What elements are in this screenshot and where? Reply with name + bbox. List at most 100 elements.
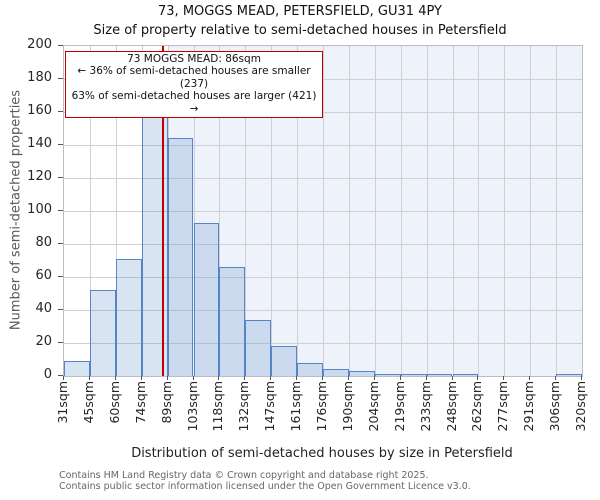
y-tick-label: 60 bbox=[35, 268, 52, 283]
x-tick-label: 118sqm bbox=[210, 381, 226, 432]
v-gridline bbox=[271, 46, 273, 376]
x-tick-label: 31sqm bbox=[55, 381, 70, 424]
y-tick-label: 140 bbox=[27, 136, 52, 151]
v-gridline bbox=[89, 46, 91, 376]
y-tick-label: 180 bbox=[27, 70, 52, 85]
x-tick-label: 262sqm bbox=[469, 381, 485, 432]
x-tick-mark bbox=[218, 376, 220, 380]
y-tick-label: 100 bbox=[27, 202, 52, 217]
histogram-bar bbox=[89, 290, 116, 376]
x-tick-mark bbox=[581, 376, 582, 380]
histogram-bar bbox=[348, 371, 375, 376]
v-gridline bbox=[426, 46, 428, 376]
v-gridline bbox=[556, 46, 558, 376]
y-tick-mark bbox=[58, 342, 63, 343]
x-tick-mark bbox=[140, 376, 142, 380]
plot-area: 73 MOGGS MEAD: 86sqm ← 36% of semi-detac… bbox=[63, 45, 583, 377]
y-tick-mark bbox=[58, 375, 63, 376]
x-tick-label: 277sqm bbox=[495, 381, 511, 432]
y-axis-label: Number of semi-detached properties bbox=[8, 89, 24, 331]
y-tick-mark bbox=[58, 177, 63, 178]
histogram-bar bbox=[219, 267, 246, 376]
x-tick-mark bbox=[425, 376, 427, 380]
x-tick-mark bbox=[555, 376, 557, 380]
v-gridline bbox=[400, 46, 402, 376]
y-tick-label: 80 bbox=[35, 235, 52, 250]
x-tick-mark bbox=[88, 376, 90, 380]
x-axis-label: Distribution of semi-detached houses by … bbox=[131, 446, 513, 461]
x-tick-mark bbox=[503, 376, 505, 380]
x-tick-mark bbox=[192, 376, 194, 380]
v-gridline bbox=[374, 46, 376, 376]
x-tick-mark bbox=[477, 376, 479, 380]
histogram-bar bbox=[400, 374, 427, 376]
y-tick-label: 120 bbox=[27, 169, 52, 184]
histogram-bar bbox=[271, 346, 298, 376]
x-tick-label: 132sqm bbox=[236, 381, 252, 432]
x-tick-label: 147sqm bbox=[262, 381, 278, 432]
x-tick-label: 190sqm bbox=[339, 381, 355, 432]
y-tick-label: 200 bbox=[27, 37, 52, 52]
x-tick-label: 60sqm bbox=[106, 381, 122, 424]
v-gridline bbox=[478, 46, 480, 376]
histogram-bar bbox=[167, 138, 194, 376]
v-gridline bbox=[348, 46, 350, 376]
x-tick-label: 89sqm bbox=[158, 381, 174, 424]
v-gridline bbox=[245, 46, 247, 376]
x-tick-label: 306sqm bbox=[547, 381, 563, 432]
x-tick-mark bbox=[373, 376, 375, 380]
histogram-bar bbox=[297, 362, 323, 376]
y-tick-mark bbox=[58, 309, 63, 310]
histogram-bar bbox=[141, 113, 168, 376]
v-gridline bbox=[452, 46, 454, 376]
y-tick-mark bbox=[58, 111, 63, 112]
y-tick-mark bbox=[58, 276, 63, 277]
histogram-bar bbox=[323, 369, 349, 376]
footer-attribution: Contains HM Land Registry data © Crown c… bbox=[59, 470, 471, 492]
annotation-title: 73 MOGGS MEAD: 86sqm bbox=[127, 53, 261, 65]
x-tick-mark bbox=[296, 376, 298, 380]
y-tick-mark bbox=[58, 210, 63, 211]
x-tick-mark bbox=[322, 376, 323, 380]
x-tick-mark bbox=[451, 376, 453, 380]
histogram-bar bbox=[374, 374, 401, 376]
x-tick-mark bbox=[270, 376, 272, 380]
x-tick-label: 320sqm bbox=[573, 381, 588, 432]
v-gridline bbox=[115, 46, 117, 376]
x-tick-label: 45sqm bbox=[80, 381, 96, 424]
annotation-smaller-text: ← 36% of semi-detached houses are smalle… bbox=[77, 65, 311, 90]
x-tick-mark bbox=[63, 376, 64, 380]
y-tick-mark bbox=[58, 144, 63, 145]
y-tick-mark bbox=[58, 243, 63, 244]
x-tick-label: 248sqm bbox=[443, 381, 459, 432]
y-tick-mark bbox=[58, 78, 63, 79]
y-tick-label: 160 bbox=[27, 103, 52, 118]
chart-subtitle: Size of property relative to semi-detach… bbox=[93, 23, 507, 38]
footer-line-2: Contains public sector information licen… bbox=[59, 481, 471, 492]
x-tick-mark bbox=[347, 376, 349, 380]
v-gridline bbox=[219, 46, 221, 376]
histogram-bar bbox=[245, 319, 272, 376]
x-tick-mark bbox=[529, 376, 531, 380]
histogram-bar bbox=[452, 374, 479, 376]
x-tick-label: 291sqm bbox=[521, 381, 537, 432]
x-tick-label: 204sqm bbox=[365, 381, 381, 432]
x-tick-label: 74sqm bbox=[132, 381, 148, 424]
x-tick-mark bbox=[399, 376, 401, 380]
v-gridline bbox=[323, 46, 324, 376]
chart-title: 73, MOGGS MEAD, PETERSFIELD, GU31 4PY bbox=[158, 4, 442, 19]
v-gridline bbox=[193, 46, 195, 376]
y-tick-mark bbox=[58, 45, 63, 46]
y-tick-label: 20 bbox=[35, 334, 52, 349]
x-tick-label: 176sqm bbox=[314, 381, 329, 432]
x-tick-label: 233sqm bbox=[417, 381, 433, 432]
x-tick-label: 103sqm bbox=[184, 381, 200, 432]
annotation-box: 73 MOGGS MEAD: 86sqm ← 36% of semi-detac… bbox=[65, 51, 323, 119]
histogram-bar bbox=[115, 258, 142, 376]
y-tick-label: 40 bbox=[35, 301, 52, 316]
v-gridline bbox=[297, 46, 299, 376]
x-tick-label: 161sqm bbox=[288, 381, 304, 432]
property-size-marker-line bbox=[161, 46, 164, 376]
v-gridline bbox=[504, 46, 506, 376]
